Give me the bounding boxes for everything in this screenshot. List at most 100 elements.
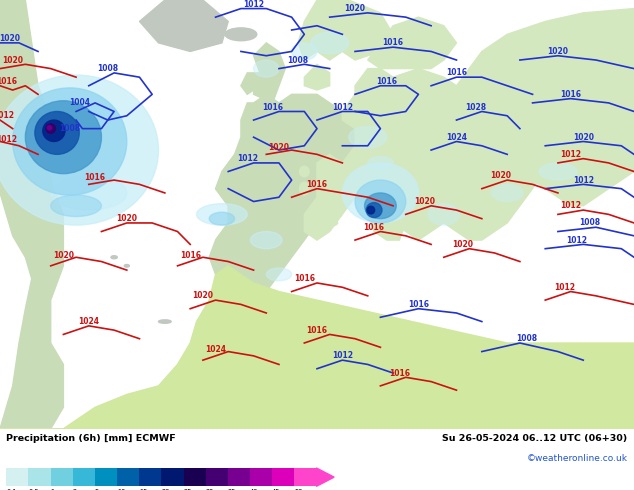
Text: 1020: 1020 [192,292,214,300]
Text: 1020: 1020 [452,240,474,249]
Ellipse shape [367,206,375,214]
Text: 1: 1 [51,489,55,490]
Polygon shape [304,154,355,240]
Bar [250,468,272,486]
Text: 1012: 1012 [332,103,353,112]
Bar [228,468,250,486]
Ellipse shape [491,184,523,201]
Text: 1016: 1016 [306,180,328,189]
Text: 1016: 1016 [294,274,315,283]
Text: Su 26-05-2024 06..12 UTC (06+30): Su 26-05-2024 06..12 UTC (06+30) [443,434,628,442]
Ellipse shape [428,204,460,225]
Text: 1012: 1012 [553,283,575,292]
Text: 35: 35 [228,489,236,490]
Text: 1024: 1024 [205,345,226,354]
Ellipse shape [46,124,56,133]
Polygon shape [456,8,634,206]
Text: 1016: 1016 [408,300,429,309]
Bar [183,468,205,486]
Text: 15: 15 [139,489,148,490]
Ellipse shape [321,220,337,226]
Bar [117,468,139,486]
Ellipse shape [111,256,117,259]
Text: 1012: 1012 [0,135,17,144]
Text: 1020: 1020 [344,4,366,13]
Text: 2: 2 [73,489,77,490]
Polygon shape [304,64,330,90]
Polygon shape [316,468,334,486]
Ellipse shape [124,265,129,267]
Text: 1016: 1016 [363,223,385,232]
Polygon shape [368,206,406,240]
Ellipse shape [355,180,406,223]
Text: 1012: 1012 [236,154,258,163]
Ellipse shape [47,125,52,130]
Bar [139,468,162,486]
Ellipse shape [539,163,577,180]
Text: 1020: 1020 [116,214,138,223]
Ellipse shape [311,32,349,53]
Ellipse shape [0,75,158,225]
Text: 1020: 1020 [0,34,20,43]
Polygon shape [368,17,456,69]
Text: 45: 45 [272,489,281,490]
Text: 1016: 1016 [306,326,328,335]
Text: 1016: 1016 [262,103,283,112]
Bar [205,468,228,486]
Text: 1004: 1004 [68,98,90,107]
Polygon shape [355,69,393,103]
Text: 1024: 1024 [78,317,100,326]
Bar [51,468,73,486]
Text: 1020: 1020 [414,197,436,206]
Text: 1020: 1020 [547,47,569,56]
Text: 1012: 1012 [560,201,581,210]
Text: 1012: 1012 [243,0,264,9]
Bar [95,468,117,486]
Text: 40: 40 [250,489,259,490]
Polygon shape [342,69,545,240]
Text: 1016: 1016 [446,69,467,77]
Bar [73,468,95,486]
Text: Precipitation (6h) [mm] ECMWF: Precipitation (6h) [mm] ECMWF [6,434,176,442]
Polygon shape [241,73,260,94]
Polygon shape [0,0,63,429]
Text: 1020: 1020 [490,172,512,180]
Polygon shape [355,120,444,215]
Bar [162,468,183,486]
Bar [6,468,29,486]
Ellipse shape [342,163,418,223]
Ellipse shape [225,28,257,41]
Text: 0.5: 0.5 [29,489,39,490]
Text: 1016: 1016 [382,38,404,48]
Ellipse shape [292,43,317,60]
Polygon shape [216,180,279,257]
Text: 1012: 1012 [332,351,353,360]
Bar [29,468,51,486]
Bar [272,468,294,486]
Polygon shape [254,43,285,103]
Text: 30: 30 [205,489,214,490]
Polygon shape [418,146,520,206]
Text: 1016: 1016 [376,77,398,86]
Text: 1012: 1012 [573,175,594,185]
Text: 1020: 1020 [53,250,74,260]
Text: 1016: 1016 [84,173,106,182]
Polygon shape [209,94,368,300]
Text: 20: 20 [162,489,170,490]
Ellipse shape [25,101,101,173]
Text: 1028: 1028 [465,103,486,112]
Ellipse shape [299,182,309,195]
Ellipse shape [51,176,127,210]
Polygon shape [298,0,393,60]
Text: 1020: 1020 [268,144,290,152]
Text: 1012: 1012 [560,150,581,159]
Text: 1016: 1016 [560,90,581,99]
Ellipse shape [35,112,79,154]
Text: 10: 10 [117,489,126,490]
Ellipse shape [209,212,235,225]
Polygon shape [139,0,228,51]
Ellipse shape [43,120,65,142]
Text: 25: 25 [183,489,192,490]
Ellipse shape [299,166,309,177]
Bar [294,468,316,486]
